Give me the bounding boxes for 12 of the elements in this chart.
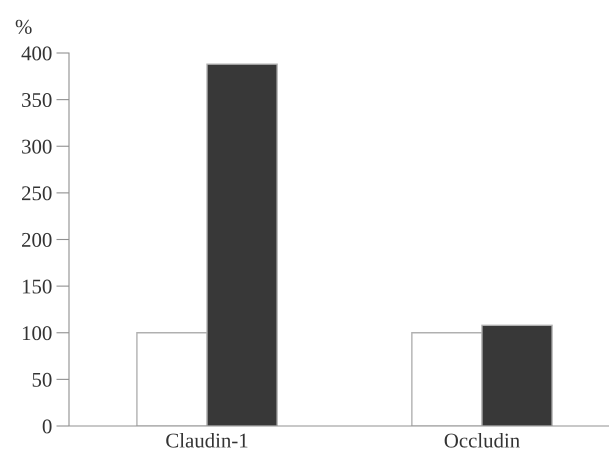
y-tick-label: 400: [21, 46, 52, 60]
y-tick-label: 150: [22, 280, 52, 294]
y-tick-label: 250: [22, 186, 52, 200]
y-tick-label: 0: [42, 419, 52, 434]
y-tick-label: 200: [22, 232, 52, 247]
x-tick-label: Occludin: [444, 432, 520, 448]
y-axis-title: %: [16, 20, 32, 34]
y-tick-label: 300: [22, 140, 52, 154]
y-tick-label: 100: [22, 326, 52, 340]
y-tick-label: 350: [22, 93, 52, 108]
y-tick-label: 50: [32, 372, 52, 387]
x-tick-label: Claudin-1: [166, 432, 248, 448]
